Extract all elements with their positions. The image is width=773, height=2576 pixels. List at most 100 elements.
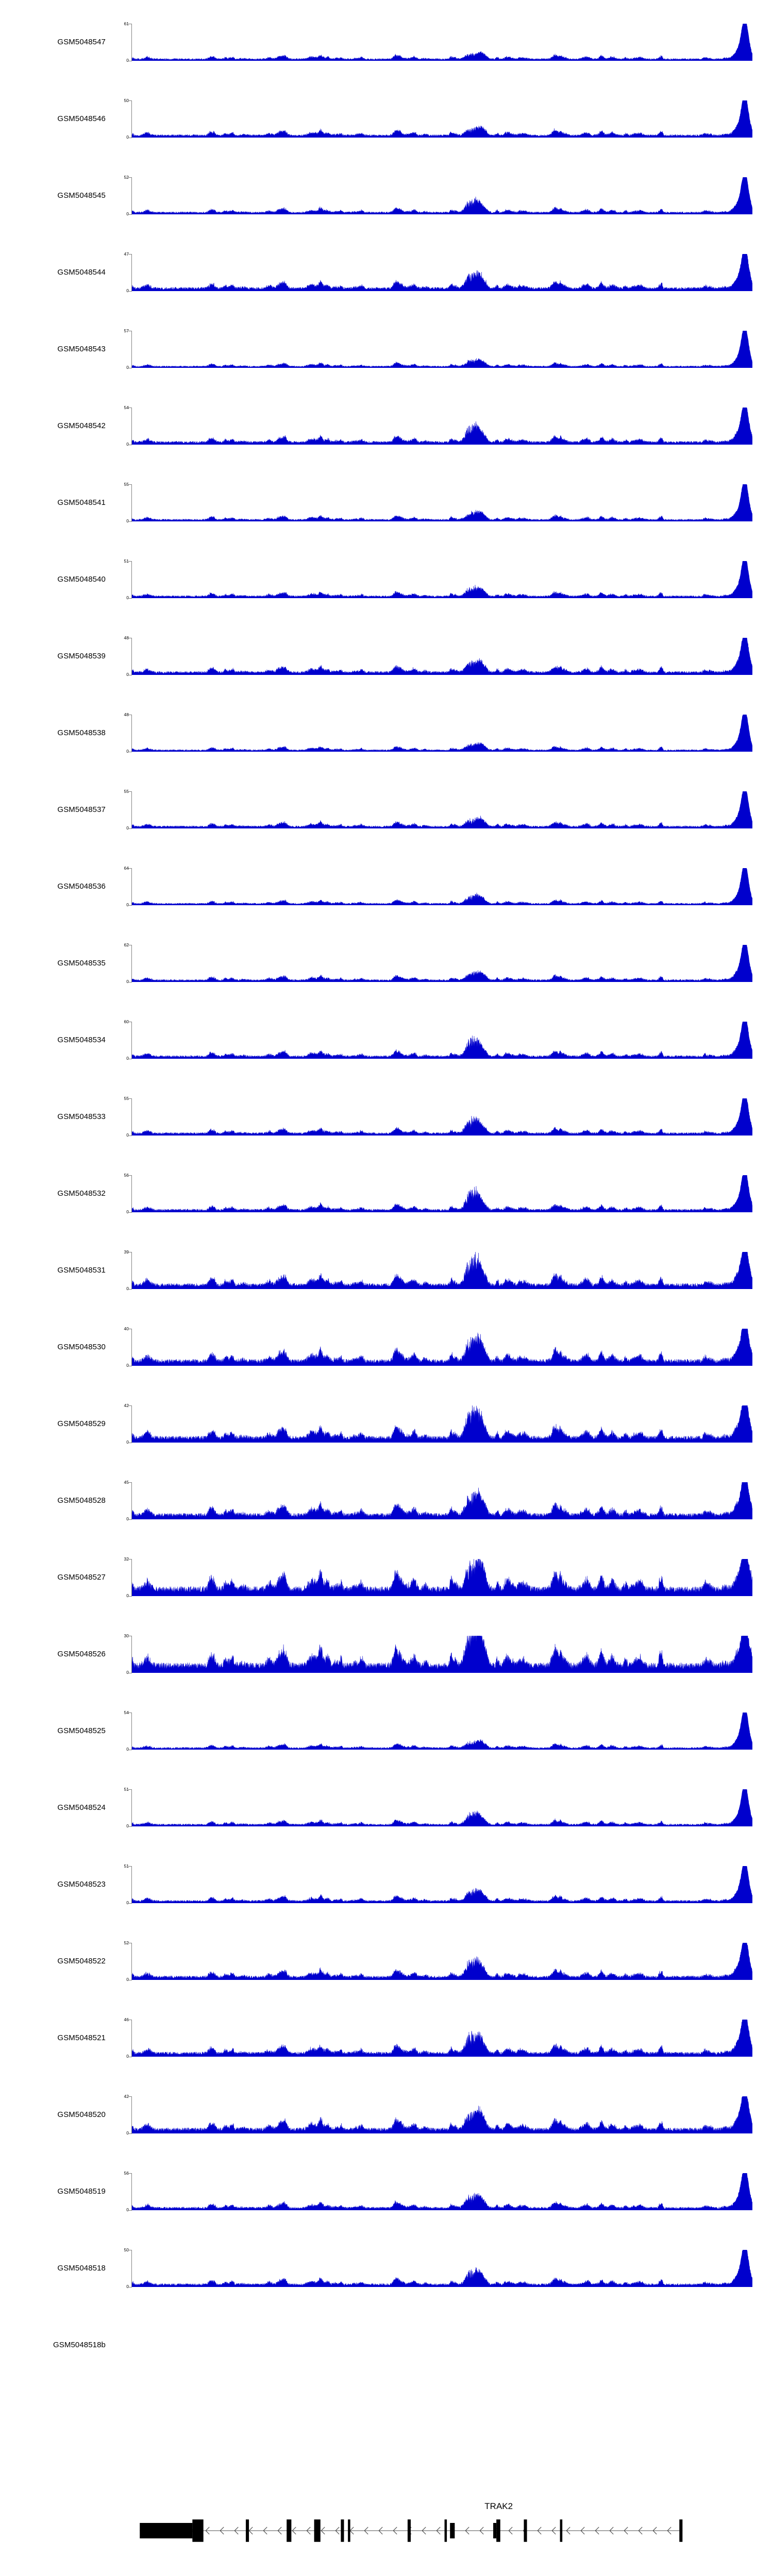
signal-track[interactable]: GSM5048545 52 0 bbox=[0, 175, 773, 254]
signal-track[interactable]: GSM5048522 52 0 bbox=[0, 1941, 773, 2020]
signal-track[interactable]: GSM5048520 42 0 bbox=[0, 2094, 773, 2173]
signal-track[interactable]: GSM5048540 51 0 bbox=[0, 559, 773, 638]
coverage-plot[interactable] bbox=[132, 1405, 752, 1443]
coverage-plot[interactable] bbox=[132, 1252, 752, 1289]
signal-track[interactable]: GSM5048536 64 0 bbox=[0, 866, 773, 945]
signal-track[interactable]: GSM5048542 54 0 bbox=[0, 405, 773, 484]
coverage-plot[interactable] bbox=[132, 408, 752, 445]
coverage-plot[interactable] bbox=[132, 1329, 752, 1366]
signal-track[interactable]: GSM5048535 62 0 bbox=[0, 943, 773, 1022]
signal-track[interactable]: GSM5048533 55 0 bbox=[0, 1096, 773, 1175]
signal-track[interactable]: GSM5048518 50 0 bbox=[0, 2248, 773, 2327]
coverage-plot[interactable] bbox=[132, 715, 752, 752]
track-label: GSM5048536 bbox=[57, 882, 106, 891]
coverage-plot[interactable] bbox=[132, 2250, 752, 2287]
track-label: GSM5048535 bbox=[57, 959, 106, 968]
track-label: GSM5048523 bbox=[57, 1880, 106, 1889]
y-axis-max-label: 54 bbox=[124, 1710, 129, 1715]
signal-track[interactable]: GSM5048527 32 0 bbox=[0, 1557, 773, 1636]
signal-track[interactable]: GSM5048531 39 0 bbox=[0, 1250, 773, 1329]
signal-track[interactable]: GSM5048547 61 0 bbox=[0, 22, 773, 100]
coverage-plot[interactable] bbox=[132, 24, 752, 61]
y-axis-max-label: 60 bbox=[124, 1019, 129, 1024]
track-label: GSM5048520 bbox=[57, 2110, 106, 2119]
signal-track[interactable]: GSM5048544 47 0 bbox=[0, 252, 773, 331]
coverage-plot[interactable] bbox=[132, 1175, 752, 1212]
y-axis-line bbox=[131, 638, 132, 675]
y-axis-tick bbox=[128, 254, 132, 255]
coverage-plot[interactable] bbox=[132, 791, 752, 828]
signal-track[interactable]: GSM5048521 46 0 bbox=[0, 2018, 773, 2096]
y-axis-tick bbox=[128, 177, 132, 178]
track-label: GSM5048525 bbox=[57, 1726, 106, 1735]
signal-track[interactable]: GSM5048518b bbox=[0, 2327, 773, 2403]
y-axis-line bbox=[131, 24, 132, 61]
y-axis-tick bbox=[128, 521, 132, 522]
track-label: GSM5048519 bbox=[57, 2187, 106, 2196]
signal-track[interactable]: GSM5048530 40 0 bbox=[0, 1327, 773, 1405]
y-axis-tick bbox=[128, 1826, 132, 1827]
coverage-plot[interactable] bbox=[132, 1866, 752, 1903]
coverage-plot[interactable] bbox=[132, 1713, 752, 1750]
signal-track[interactable]: GSM5048525 54 0 bbox=[0, 1710, 773, 1789]
y-axis-line bbox=[131, 2020, 132, 2057]
signal-track[interactable]: GSM5048541 55 0 bbox=[0, 482, 773, 561]
coverage-plot[interactable] bbox=[132, 1789, 752, 1826]
coverage-plot[interactable] bbox=[132, 2096, 752, 2133]
y-axis-min-label: 0 bbox=[126, 442, 129, 447]
coverage-plot[interactable] bbox=[132, 2020, 752, 2057]
y-axis-tick bbox=[128, 1789, 132, 1790]
coverage-plot[interactable] bbox=[132, 100, 752, 138]
gene-annotation-track[interactable]: TRAK2 bbox=[0, 2501, 773, 2563]
coverage-plot[interactable] bbox=[132, 1022, 752, 1059]
signal-track[interactable]: GSM5048526 30 0 bbox=[0, 1634, 773, 1713]
signal-track[interactable]: GSM5048543 57 0 bbox=[0, 329, 773, 408]
track-label: GSM5048531 bbox=[57, 1266, 106, 1275]
y-axis-line bbox=[131, 868, 132, 905]
coverage-plot[interactable] bbox=[132, 1098, 752, 1136]
track-label: GSM5048542 bbox=[57, 421, 106, 430]
y-axis-min-label: 0 bbox=[126, 288, 129, 293]
y-axis-min-label: 0 bbox=[126, 1977, 129, 1982]
signal-track[interactable]: GSM5048519 56 0 bbox=[0, 2171, 773, 2250]
signal-track[interactable]: GSM5048528 45 0 bbox=[0, 1480, 773, 1559]
y-axis-max-label: 56 bbox=[124, 2171, 129, 2176]
y-axis-line bbox=[131, 2173, 132, 2210]
coverage-plot[interactable] bbox=[132, 1482, 752, 1519]
signal-track[interactable]: GSM5048539 48 0 bbox=[0, 636, 773, 715]
y-axis-line bbox=[131, 791, 132, 828]
signal-track[interactable]: GSM5048524 51 0 bbox=[0, 1787, 773, 1866]
signal-track[interactable]: GSM5048523 51 0 bbox=[0, 1863, 773, 1943]
y-axis-min-label: 0 bbox=[126, 2284, 129, 2289]
coverage-plot[interactable] bbox=[132, 331, 752, 368]
coverage-plot[interactable] bbox=[132, 1943, 752, 1980]
signal-track[interactable]: GSM5048529 42 0 bbox=[0, 1403, 773, 1482]
y-axis-tick bbox=[128, 1903, 132, 1904]
track-label: GSM5048528 bbox=[57, 1496, 106, 1505]
coverage-plot[interactable] bbox=[132, 1636, 752, 1673]
coverage-plot[interactable] bbox=[132, 638, 752, 675]
coverage-plot[interactable] bbox=[132, 484, 752, 521]
y-axis-line bbox=[131, 1405, 132, 1443]
y-axis-line bbox=[131, 1252, 132, 1289]
y-axis-max-label: 55 bbox=[124, 482, 129, 487]
signal-track[interactable]: GSM5048546 50 0 bbox=[0, 98, 773, 177]
y-axis-min-label: 0 bbox=[126, 979, 129, 984]
signal-track[interactable]: GSM5048532 56 0 bbox=[0, 1173, 773, 1252]
coverage-plot[interactable] bbox=[132, 2173, 752, 2210]
y-axis-line bbox=[131, 1482, 132, 1519]
signal-track[interactable]: GSM5048534 60 0 bbox=[0, 1019, 773, 1098]
y-axis-tick bbox=[128, 1519, 132, 1520]
y-axis-max-label: 51 bbox=[124, 1863, 129, 1869]
coverage-plot[interactable] bbox=[132, 1559, 752, 1596]
coverage-plot[interactable] bbox=[132, 177, 752, 214]
coverage-plot[interactable] bbox=[132, 254, 752, 291]
signal-track[interactable]: GSM5048538 48 0 bbox=[0, 713, 773, 791]
coverage-plot[interactable] bbox=[132, 945, 752, 982]
track-label: GSM5048541 bbox=[57, 498, 106, 507]
coverage-plot[interactable] bbox=[132, 868, 752, 905]
coverage-plot[interactable] bbox=[132, 561, 752, 598]
signal-track[interactable]: GSM5048537 55 0 bbox=[0, 789, 773, 868]
y-axis-tick bbox=[128, 2133, 132, 2134]
